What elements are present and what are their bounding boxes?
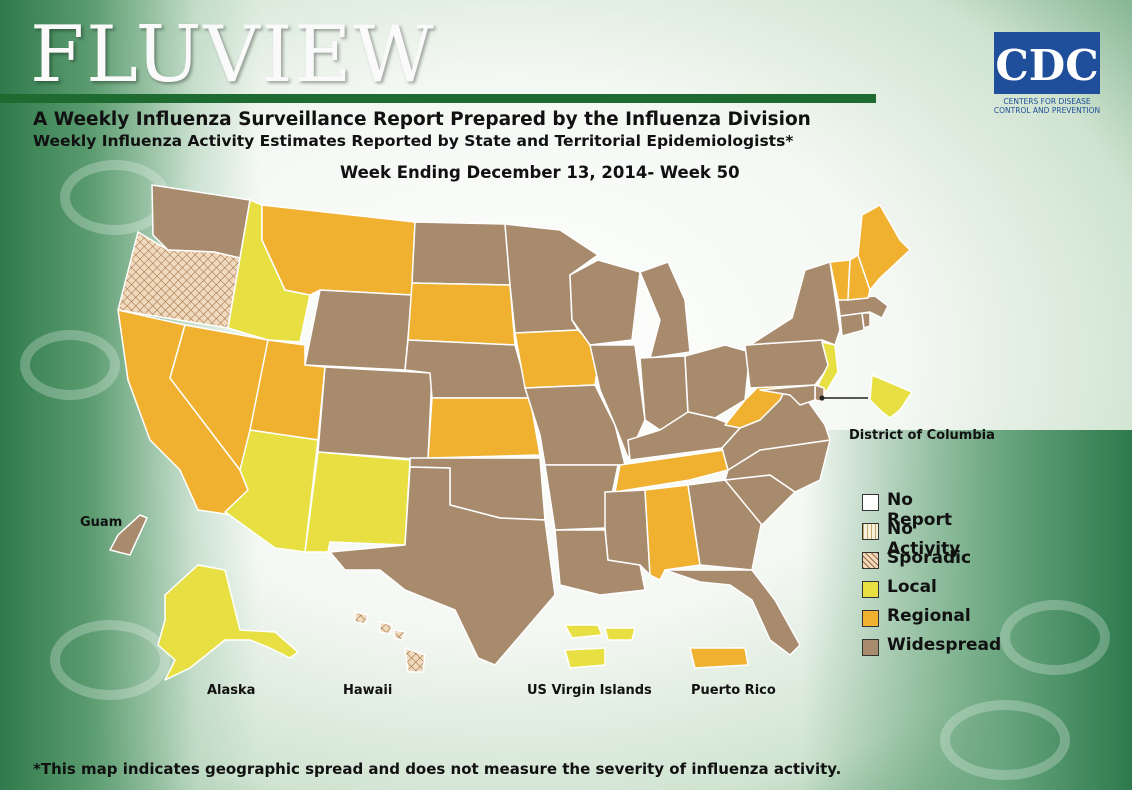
label-alaska: Alaska — [207, 683, 256, 698]
legend-label-sporadic: Sporadic — [887, 548, 972, 568]
state-michigan — [639, 261, 691, 359]
state-puerto-rico — [689, 647, 749, 669]
dc-leader-dot — [819, 395, 825, 401]
legend-swatch-no-activity — [862, 523, 879, 540]
cdc-logo-box — [994, 32, 1100, 94]
legend-label-regional: Regional — [887, 606, 971, 626]
state-north-dakota — [411, 221, 511, 286]
virus-bg-shape — [50, 620, 170, 700]
state-alaska — [157, 564, 299, 681]
state-maryland — [759, 384, 816, 406]
state-south-dakota — [407, 282, 516, 346]
legend-label-widespread: Widespread — [887, 635, 1002, 655]
legend-swatch-local — [862, 581, 879, 598]
cdc-logo-line2: CONTROL AND PREVENTION — [994, 106, 1100, 114]
state-new-hampshire — [847, 254, 871, 301]
state-new-mexico — [304, 451, 411, 553]
week-ending-label: Week Ending December 13, 2014- Week 50 — [340, 163, 740, 182]
state-rhode-island — [861, 312, 871, 329]
state-washington — [151, 184, 251, 259]
state-us-virgin-islands — [564, 624, 636, 669]
map-footnote: *This map indicates geographic spread an… — [33, 760, 842, 778]
state-arizona — [224, 429, 319, 553]
state-texas — [329, 466, 556, 666]
legend-swatch-regional — [862, 610, 879, 627]
state-new-york — [744, 261, 841, 346]
label-us-virgin-islands: US Virgin Islands — [527, 683, 652, 698]
legend-label-no-activity: No Activity — [887, 519, 961, 559]
cdc-logo-text: CDC — [995, 41, 1098, 90]
state-hawaii — [354, 611, 426, 673]
label-guam: Guam — [80, 515, 123, 530]
legend-label-no-report: No Report — [887, 490, 952, 530]
state-colorado — [317, 366, 433, 461]
estimates-subtitle: Weekly Influenza Activity Estimates Repo… — [33, 132, 794, 150]
label-district-of-columbia: District of Columbia — [849, 428, 995, 443]
state-florida — [664, 569, 801, 656]
state-guam — [109, 514, 148, 556]
legend-label-local: Local — [887, 577, 937, 597]
cdc-logo-line1: CENTERS FOR DISEASE — [1003, 97, 1090, 106]
virus-bg-shape — [940, 700, 1070, 780]
report-subtitle: A Weekly Influenza Surveillance Report P… — [33, 109, 811, 130]
state-tennessee — [614, 447, 739, 493]
state-massachusetts — [837, 295, 889, 319]
header-rule — [0, 94, 876, 103]
state-kansas — [427, 397, 541, 459]
state-district-of-columbia — [869, 374, 913, 419]
legend-swatch-no-report — [862, 494, 879, 511]
state-new-jersey — [817, 341, 839, 393]
legend-swatch-sporadic — [862, 552, 879, 569]
fluview-title: FLUVIEW — [30, 10, 436, 100]
state-montana — [261, 204, 416, 296]
state-illinois — [589, 344, 646, 459]
state-maine — [857, 204, 911, 291]
state-wisconsin — [569, 259, 641, 346]
state-wyoming — [304, 289, 413, 371]
virus-bg-shape — [1000, 600, 1110, 675]
state-connecticut — [839, 312, 865, 337]
virus-bg-shape — [20, 330, 120, 400]
state-pennsylvania — [744, 339, 831, 389]
label-puerto-rico: Puerto Rico — [691, 683, 776, 698]
legend-swatch-widespread — [862, 639, 879, 656]
label-hawaii: Hawaii — [343, 683, 393, 698]
cdc-logo: CDC CENTERS FOR DISEASE CONTROL AND PREV… — [994, 32, 1100, 114]
